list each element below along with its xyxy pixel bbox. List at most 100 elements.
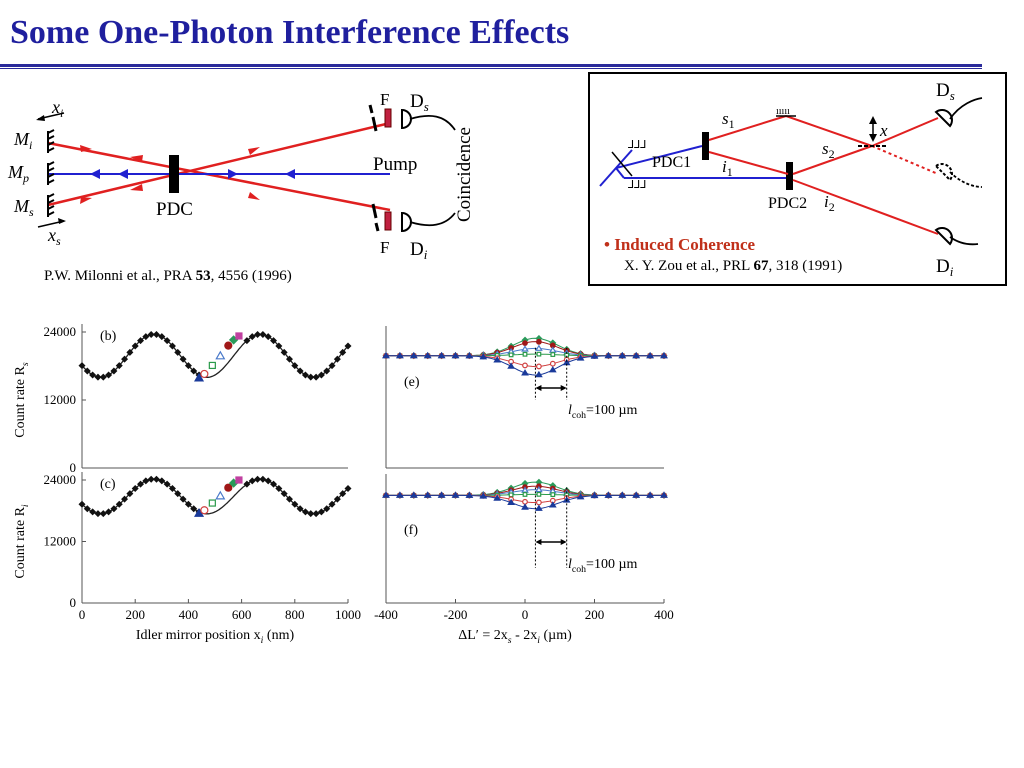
label-f-top: F bbox=[380, 90, 389, 109]
chart-e: (e) lcoh=100 µm bbox=[382, 326, 668, 469]
data-point bbox=[328, 500, 336, 508]
highlight-point bbox=[215, 350, 226, 360]
data-point bbox=[333, 495, 341, 503]
data-point bbox=[317, 371, 325, 379]
data-point bbox=[115, 362, 123, 370]
series-point bbox=[423, 491, 432, 498]
data-point bbox=[301, 508, 309, 516]
series-point bbox=[479, 492, 488, 499]
data-point bbox=[147, 475, 155, 483]
series-point bbox=[535, 499, 542, 506]
series-point bbox=[576, 493, 585, 500]
series-point bbox=[632, 491, 641, 498]
data-point bbox=[105, 371, 113, 379]
data-point bbox=[243, 480, 251, 488]
series-point bbox=[507, 498, 515, 506]
data-point bbox=[254, 331, 262, 339]
series-point bbox=[618, 491, 627, 498]
data-point bbox=[270, 480, 278, 488]
series-point bbox=[604, 351, 613, 359]
data-point bbox=[94, 373, 102, 381]
series-point bbox=[536, 491, 542, 497]
highlight-point bbox=[224, 483, 233, 492]
highlight-point bbox=[194, 508, 205, 517]
data-point bbox=[179, 355, 187, 363]
chart-c: 0 12000 24000 (c) Count rate Ri 0 200 400 600 800… bbox=[13, 472, 361, 646]
data-point bbox=[323, 505, 331, 513]
series-point bbox=[521, 345, 529, 352]
highlight-point bbox=[194, 372, 205, 382]
slide-title: Some One-Photon Interference Effects bbox=[10, 14, 570, 51]
series-point bbox=[590, 352, 599, 359]
highlight-point bbox=[208, 499, 216, 507]
y-tick-label: 24000 bbox=[44, 324, 77, 339]
data-point bbox=[179, 495, 187, 503]
coherence-arrow-head-right bbox=[560, 539, 567, 545]
data-point bbox=[99, 510, 107, 518]
series-point bbox=[604, 491, 613, 498]
x-tick-label: 0 bbox=[522, 607, 529, 622]
series-point bbox=[508, 492, 514, 498]
series-point bbox=[549, 360, 556, 367]
coherence-arrow-head-left bbox=[535, 539, 542, 545]
chart-f: (f) lcoh=100 µm -400 -200 0 200 400 ΔL′ = 2xs -… bbox=[374, 474, 674, 646]
series-point bbox=[465, 352, 474, 359]
data-point bbox=[163, 337, 171, 345]
series-point bbox=[423, 351, 432, 359]
title-rule bbox=[0, 64, 982, 67]
svg-text:⅃⅃⅃: ⅃⅃⅃ bbox=[628, 139, 646, 151]
data-point bbox=[248, 477, 256, 485]
highlight-point bbox=[235, 332, 243, 340]
label-pdc2: PDC2 bbox=[768, 195, 807, 212]
svg-text:ııııı: ııııı bbox=[776, 106, 790, 117]
series-point bbox=[535, 344, 543, 351]
series-point bbox=[590, 491, 599, 499]
label-coincidence: Coincidence bbox=[454, 127, 475, 222]
data-point bbox=[339, 348, 347, 356]
series-point bbox=[550, 492, 556, 498]
data-point bbox=[190, 367, 198, 375]
highlight-point bbox=[208, 361, 216, 370]
fit-curve bbox=[81, 333, 349, 378]
series-point bbox=[548, 365, 557, 373]
title-rule-thin bbox=[0, 68, 982, 69]
label-f-bottom: F bbox=[380, 238, 389, 257]
series-point bbox=[521, 503, 529, 510]
mirror-mi bbox=[47, 129, 55, 153]
y-tick-label: 0 bbox=[70, 460, 77, 475]
data-point bbox=[317, 508, 325, 516]
data-point bbox=[89, 508, 97, 516]
data-point bbox=[301, 371, 309, 379]
coherence-label: lcoh=100 µm bbox=[568, 557, 638, 575]
data-point bbox=[147, 331, 155, 339]
label-s2: s2 bbox=[822, 139, 835, 161]
series-point bbox=[548, 346, 557, 353]
highlight-point bbox=[200, 369, 209, 379]
data-point bbox=[264, 333, 272, 341]
label-di: Di bbox=[410, 239, 428, 262]
y-axis-label: Count rate Rs bbox=[13, 362, 31, 438]
series-point bbox=[493, 356, 502, 363]
data-point bbox=[291, 362, 299, 370]
panel-label: (f) bbox=[404, 523, 418, 538]
x-tick-label: 400 bbox=[654, 607, 674, 622]
svg-text:⅃⅃⅃: ⅃⅃⅃ bbox=[628, 179, 646, 191]
series-point bbox=[507, 362, 515, 369]
series-point bbox=[632, 351, 641, 359]
data-point bbox=[259, 475, 267, 483]
label-mi: Mi bbox=[13, 129, 32, 152]
data-point bbox=[152, 475, 160, 483]
y-tick-label: 12000 bbox=[44, 534, 77, 549]
x-axis-label: ΔL′ = 2xs - 2xi (µm) bbox=[458, 628, 572, 646]
label-x: x bbox=[879, 121, 888, 140]
data-point bbox=[83, 505, 91, 513]
series-point bbox=[535, 370, 543, 378]
coherence-arrow-head-right bbox=[560, 385, 567, 391]
induced-coherence-bullet: • Induced Coherence bbox=[604, 235, 756, 254]
data-point bbox=[248, 333, 256, 341]
pdc1-crystal bbox=[702, 132, 709, 160]
data-point bbox=[121, 495, 129, 503]
data-point bbox=[339, 490, 347, 498]
data-point bbox=[83, 367, 91, 375]
series-point bbox=[646, 351, 654, 359]
